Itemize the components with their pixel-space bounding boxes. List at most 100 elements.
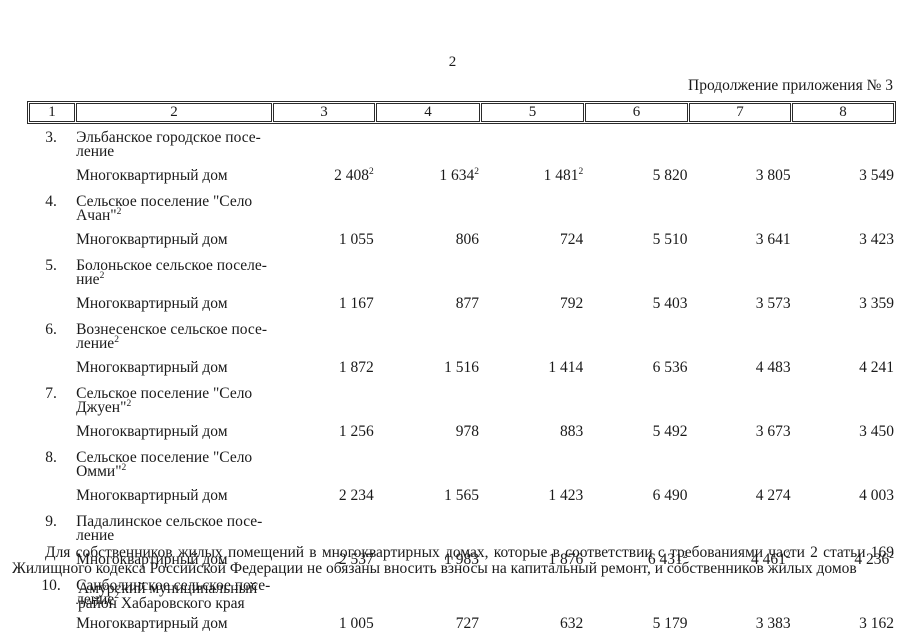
value-number: 5 492 [652,423,688,440]
settlement-name-line-2-text: ление [76,527,115,544]
empty-cell [28,161,74,189]
settlement-name: Сельское поселение "Село Джуен"2 [75,382,895,416]
value-number: 806 [455,231,479,248]
value-cell: 3 359 [793,289,895,317]
value-number: 5 403 [652,295,688,312]
row-number: 8. [45,449,57,466]
settlement-name: Вознесенское сельское посе-ление2 [75,318,895,352]
value-cell: 4 003 [793,481,895,509]
value-cell: 3 573 [689,289,791,317]
value-number: 877 [455,295,479,312]
row-number: 9. [45,513,57,530]
column-header-6: 6 [585,103,688,122]
footnote-marker: 2 [785,550,791,561]
row-number: 10. [41,577,61,594]
value-number: 1 876 [548,551,584,568]
value-cell: 5 820 [585,161,688,189]
settlement-row: 9. Падалинское сельское посе-ление [28,510,895,544]
settlement-row: 6. Вознесенское сельское посе-ление2 [28,318,895,352]
settlement-row: 4. Сельское поселение "Село Ачан"2 [28,190,895,224]
settlement-name-line-2-text: ление [76,143,115,160]
building-type-label: Многоквартирный дом [76,487,228,504]
settlement-name-line-1: Санболинское сельское посе- [76,577,271,594]
value-number: 4 483 [755,359,791,376]
value-number: 3 549 [859,167,894,184]
value-cell: 5 492 [585,417,688,445]
footnote-marker: 2 [889,550,894,561]
column-header-2: 2 [76,103,272,122]
settlement-row: 7. Сельское поселение "Село Джуен"2 [28,382,895,416]
settlement-row: 8. Сельское поселение "Село Омми"2 [28,446,895,480]
value-cell: 1 6342 [376,161,480,189]
settlement-name: Сельское поселение "Село Омми"2 [75,446,895,480]
value-number: 3 805 [755,167,791,184]
settlement-name-line-2: Омми"2 [76,462,894,479]
value-cell: 3 549 [793,161,895,189]
value-cell: 1 4812 [481,161,584,189]
value-cell: 1 414 [481,353,584,381]
footnote-marker: 2 [369,166,374,177]
footnote-marker: 2 [114,334,119,345]
building-type-label: Многоквартирный дом [76,167,228,184]
settlement-name: Болоньское сельское поселе-ние2 [75,254,895,288]
empty-cell [28,289,74,317]
value-number: 4 003 [859,487,894,504]
value-number: 2 537 [338,551,374,568]
value-cell: 1 983 [376,545,480,573]
value-number: 3 359 [859,295,894,312]
value-cell: 4 4612 [689,545,791,573]
value-cell: 724 [481,225,584,253]
settlement-name-line-1: Сельское поселение "Село [76,385,253,402]
value-cell: 1 005 [273,609,375,637]
value-cell: 1 516 [376,353,480,381]
settlement-row: 3. Эльбанское городское посе-ление [28,126,895,160]
footnote-marker: 2 [682,550,688,561]
value-number: 4 241 [859,359,894,376]
value-cell: 1 872 [273,353,375,381]
value-number: 6 431 [647,551,683,568]
building-values-row: Многоквартирный дом 1 005 727 632 5 179 3 383… [28,609,895,637]
value-number: 4 461 [751,551,786,568]
settlement-name-line-1: Болоньское сельское поселе- [76,257,267,274]
footnote-marker: 2 [578,166,584,177]
value-cell: 3 805 [689,161,791,189]
column-header-5: 5 [481,103,584,122]
value-cell: 1 565 [376,481,480,509]
value-cell: 727 [376,609,480,637]
value-number: 3 450 [859,423,894,440]
building-values-row: Многоквартирный дом 2 234 1 565 1 423 6 490 4… [28,481,895,509]
settlement-name-line-1: Сельское поселение "Село [76,193,253,210]
row-number: 3. [45,129,57,146]
value-cell: 4 274 [689,481,791,509]
value-cell: 1 423 [481,481,584,509]
settlement-name-line-2: Джуен"2 [76,399,894,415]
table-header: 1 2 3 4 5 6 7 8 [27,101,896,124]
value-number: 3 641 [755,231,791,248]
settlement-name: Сельское поселение "Село Ачан"2 [75,190,895,224]
value-number: 978 [455,423,479,440]
empty-cell [28,225,74,253]
settlement-row: 5. Болоньское сельское поселе-ние2 [28,254,895,288]
value-cell: 4 241 [793,353,895,381]
value-cell: 2 234 [273,481,375,509]
settlement-name-line-1: Падалинское сельское посе- [76,513,263,530]
value-cell: 3 162 [793,609,895,637]
footnote-marker: 2 [121,462,127,473]
row-number: 7. [45,385,57,402]
value-number: 1 565 [444,487,479,504]
value-number: 5 179 [652,615,688,632]
settlement-name-line-2: ление2 [76,591,894,607]
empty-cell [28,417,74,445]
value-number: 1 005 [338,615,374,632]
value-cell: 877 [376,289,480,317]
value-number: 3 423 [859,231,894,248]
value-number: 1 055 [338,231,374,248]
value-cell: 3 641 [689,225,791,253]
value-cell: 3 673 [689,417,791,445]
settlement-name-line-2-text: Ачан" [76,207,117,224]
footnote-marker: 2 [474,166,479,177]
value-number: 1 423 [548,487,584,504]
column-header-8: 8 [792,103,894,122]
settlement-name: Падалинское сельское посе-ление [75,510,895,544]
column-header-4: 4 [376,103,480,122]
